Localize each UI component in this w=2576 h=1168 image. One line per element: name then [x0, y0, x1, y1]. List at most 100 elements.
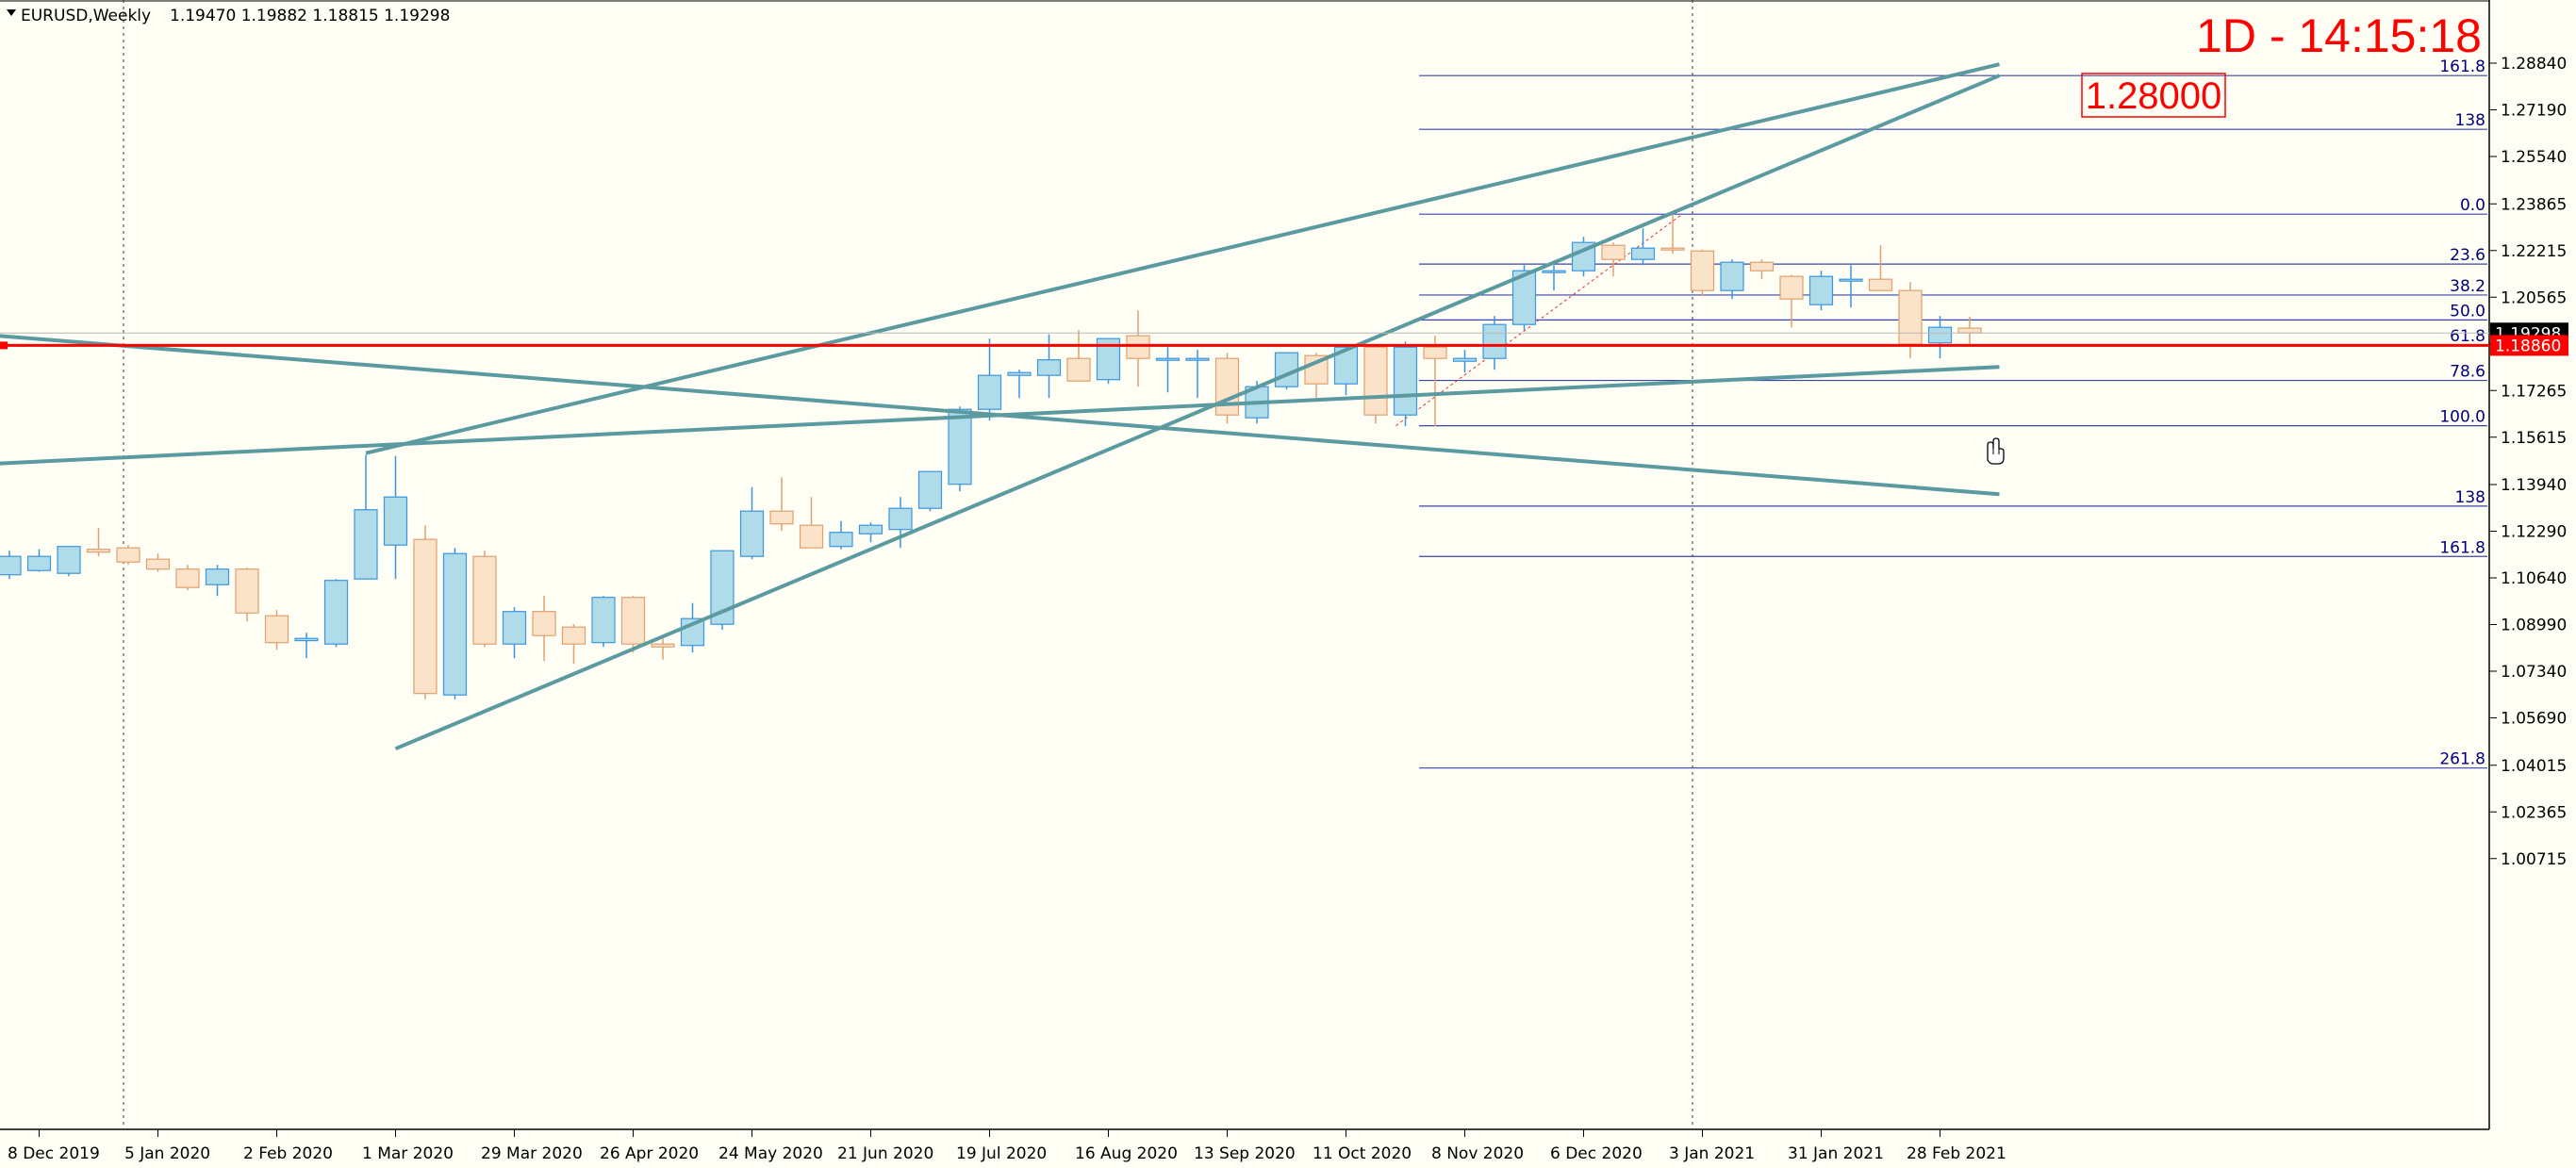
fib-level-label: 61.8 [2450, 327, 2485, 346]
candle-body [1630, 247, 1656, 260]
y-tick-label: 1.12290 [2501, 523, 2567, 542]
candle-body [383, 496, 408, 546]
candle-body [1839, 278, 1863, 282]
candle [739, 486, 765, 560]
candle [1214, 353, 1240, 424]
candle-body [1808, 275, 1834, 305]
candle-body [413, 538, 438, 695]
candle [26, 549, 52, 572]
x-tick-label: 24 May 2020 [718, 1144, 823, 1163]
y-tick-label: 1.20565 [2501, 288, 2567, 307]
candle [1393, 341, 1418, 427]
candle-body [769, 510, 794, 525]
candle [57, 546, 81, 577]
time-axis: 8 Dec 2019 5 Jan 2020 2 Feb 2020 1 Mar 2020… [8, 1129, 2006, 1163]
candle [1452, 350, 1478, 373]
candle [799, 497, 824, 549]
x-tick-label: 13 Sep 2020 [1194, 1144, 1296, 1163]
x-tick-label: 29 Mar 2020 [481, 1144, 583, 1163]
candle-body [917, 470, 943, 509]
x-tick-label: 19 Jul 2020 [956, 1144, 1047, 1163]
fib-level-label: 78.6 [2450, 363, 2485, 382]
candle [86, 528, 111, 557]
candle [502, 607, 527, 659]
dropdown-triangle-icon[interactable] [7, 9, 16, 16]
price-axis: 1.28840 1.27190 1.25540 1.23865 1.22215 1.205… [2489, 55, 2568, 869]
candle [1749, 259, 1775, 280]
candle-body [1749, 261, 1775, 271]
x-tick-label: 1 Mar 2020 [362, 1144, 454, 1163]
y-tick-label: 1.28840 [2501, 55, 2567, 74]
candle [1007, 370, 1032, 399]
y-tick-label: 1.10640 [2501, 569, 2567, 588]
trendline[interactable] [0, 365, 2000, 469]
candle [858, 522, 883, 543]
candle-body [1690, 250, 1715, 291]
candle [1839, 265, 1863, 308]
candle-body [651, 643, 675, 648]
horizontal-line-anchor[interactable] [0, 341, 8, 350]
level-price-label: 1.18860 [2495, 337, 2561, 355]
candle [1363, 346, 1388, 424]
y-tick-label: 1.22215 [2501, 242, 2567, 261]
target-price-label: 1.28000 [2086, 75, 2222, 117]
target-price-box[interactable] [2081, 73, 2226, 118]
candle-body [1898, 289, 1923, 345]
trendline[interactable] [365, 62, 2000, 455]
candle-body [739, 510, 765, 557]
candle [0, 551, 22, 580]
candle-body [561, 626, 586, 645]
candle-body [1601, 244, 1626, 260]
candle-body [1868, 278, 1893, 291]
candle [383, 455, 408, 580]
trendlines[interactable] [0, 62, 2001, 751]
fib-level-label: 100.0 [2439, 408, 2485, 427]
y-tick-label: 1.27190 [2501, 102, 2567, 121]
candle [1720, 259, 1744, 300]
candle [1066, 330, 1091, 382]
fib-level-label: 23.6 [2450, 246, 2485, 265]
y-tick-label: 1.25540 [2501, 148, 2567, 167]
y-tick-label: 1.13940 [2501, 476, 2567, 495]
candle-body [1007, 371, 1032, 376]
trendline[interactable] [0, 327, 2000, 497]
candle-body [26, 555, 52, 571]
level-price-badge [2490, 335, 2568, 356]
candle [116, 545, 140, 566]
candle-body [799, 524, 824, 549]
x-tick-label: 5 Jan 2020 [124, 1144, 210, 1163]
ohlc-values: 1.19470 1.19882 1.18815 1.19298 [170, 7, 450, 25]
candle-body [57, 546, 81, 574]
y-tick-label: 1.05690 [2501, 710, 2567, 729]
trendline[interactable] [394, 74, 2001, 751]
candle-body [0, 555, 22, 576]
candle-body [1363, 346, 1388, 416]
candle [323, 579, 349, 648]
candle-body [472, 555, 497, 645]
candle [1690, 249, 1715, 297]
y-tick-label: 1.00715 [2501, 850, 2567, 869]
candle-body [532, 611, 556, 636]
candle-body [1036, 359, 1062, 376]
candle-body [948, 408, 972, 485]
candle-body [858, 524, 883, 535]
candle [1185, 350, 1210, 399]
candle-body [888, 507, 913, 531]
candle [145, 553, 171, 572]
candle-body [205, 568, 230, 585]
candle-body [294, 637, 319, 642]
candle [1423, 336, 1447, 427]
candle-body [442, 552, 468, 696]
candle-body [145, 558, 171, 570]
horizontal-level[interactable] [0, 332, 2489, 350]
candle [1660, 214, 1685, 255]
candle [1779, 274, 1804, 328]
candle [977, 338, 1002, 421]
candle [532, 596, 556, 662]
candle-body [354, 509, 378, 580]
candle [1630, 228, 1656, 266]
candle [413, 525, 438, 699]
fib-level-label: 138 [2455, 488, 2485, 507]
